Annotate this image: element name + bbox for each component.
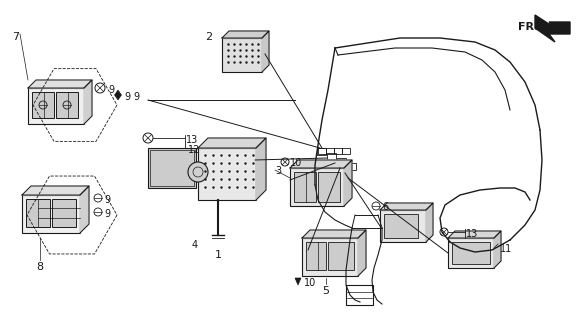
- Text: 2: 2: [205, 32, 212, 42]
- Bar: [380, 210, 426, 242]
- Polygon shape: [262, 31, 269, 72]
- Polygon shape: [535, 15, 570, 42]
- Bar: [318, 172, 340, 202]
- Text: 10: 10: [290, 158, 302, 168]
- Text: 3: 3: [275, 166, 281, 176]
- Polygon shape: [426, 203, 433, 242]
- Polygon shape: [114, 90, 121, 100]
- Polygon shape: [295, 278, 301, 285]
- Bar: [32, 92, 54, 118]
- Text: 9: 9: [124, 92, 130, 102]
- Polygon shape: [22, 186, 89, 195]
- Polygon shape: [380, 203, 433, 210]
- Polygon shape: [358, 230, 366, 276]
- Text: 4: 4: [192, 240, 198, 250]
- Bar: [347, 163, 356, 170]
- Text: 7: 7: [12, 32, 19, 42]
- Polygon shape: [302, 230, 366, 238]
- Text: FR.: FR.: [518, 22, 539, 32]
- Polygon shape: [80, 186, 89, 233]
- Text: 8: 8: [37, 262, 44, 272]
- Bar: [317, 148, 326, 155]
- Text: 9: 9: [108, 85, 114, 95]
- Text: 11: 11: [500, 244, 512, 254]
- Bar: [306, 242, 326, 270]
- Bar: [222, 38, 262, 72]
- Bar: [302, 238, 358, 276]
- Text: 9: 9: [134, 92, 140, 102]
- Bar: [28, 88, 84, 124]
- Bar: [22, 195, 80, 233]
- Bar: [294, 172, 316, 202]
- Bar: [326, 148, 334, 154]
- Bar: [334, 148, 342, 154]
- Text: 12: 12: [188, 145, 200, 155]
- Polygon shape: [448, 231, 501, 238]
- Polygon shape: [222, 31, 269, 38]
- Text: 5: 5: [322, 286, 329, 296]
- Bar: [337, 158, 346, 165]
- Bar: [342, 148, 350, 154]
- Polygon shape: [28, 80, 92, 88]
- Text: 13: 13: [466, 229, 478, 239]
- Bar: [56, 92, 78, 118]
- Text: 6: 6: [382, 202, 388, 212]
- Polygon shape: [198, 138, 266, 148]
- Text: 10: 10: [304, 278, 316, 288]
- Polygon shape: [290, 160, 352, 168]
- Bar: [318, 148, 326, 154]
- Circle shape: [188, 162, 208, 182]
- Bar: [452, 242, 490, 264]
- Bar: [150, 150, 194, 186]
- Bar: [290, 168, 344, 206]
- Polygon shape: [494, 231, 501, 268]
- Bar: [448, 238, 494, 268]
- Bar: [384, 214, 418, 238]
- Bar: [52, 199, 76, 227]
- Polygon shape: [84, 80, 92, 124]
- Text: 9: 9: [104, 195, 110, 205]
- Bar: [148, 148, 196, 188]
- Bar: [26, 199, 50, 227]
- Bar: [327, 153, 336, 160]
- Polygon shape: [344, 160, 352, 206]
- Text: 1: 1: [214, 250, 221, 260]
- Bar: [328, 242, 354, 270]
- Text: 9: 9: [104, 209, 110, 219]
- Text: 13: 13: [186, 135, 198, 145]
- Bar: [198, 148, 256, 200]
- Polygon shape: [256, 138, 266, 200]
